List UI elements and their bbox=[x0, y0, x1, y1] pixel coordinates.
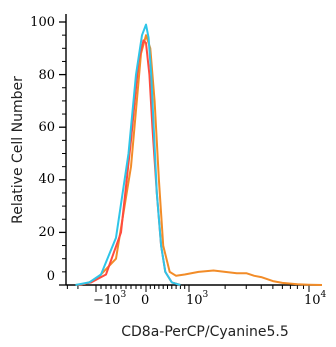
histogram-series-1 bbox=[75, 34, 323, 286]
y-tick-label-80: 80 bbox=[38, 68, 55, 83]
y-tick-label-60: 60 bbox=[38, 120, 55, 135]
x-tick-label-0: 0 bbox=[141, 293, 149, 308]
y-tick-label-100: 100 bbox=[30, 15, 55, 30]
y-axis-title: Relative Cell Number bbox=[10, 76, 26, 224]
histogram-series-3 bbox=[75, 23, 181, 286]
y-tick-label-40: 40 bbox=[38, 172, 55, 187]
y-tick-label-0: 0 bbox=[47, 269, 55, 284]
x-tick-label-neg1000: −103 bbox=[93, 290, 126, 308]
y-tick-label-20: 20 bbox=[38, 225, 55, 240]
histogram-series-2 bbox=[77, 39, 181, 286]
x-tick-label-1000: 103 bbox=[186, 290, 209, 308]
x-axis-title: CD8a-PerCP/Cyanine5.5 bbox=[121, 324, 289, 340]
x-tick-label-10000: 104 bbox=[304, 290, 327, 308]
